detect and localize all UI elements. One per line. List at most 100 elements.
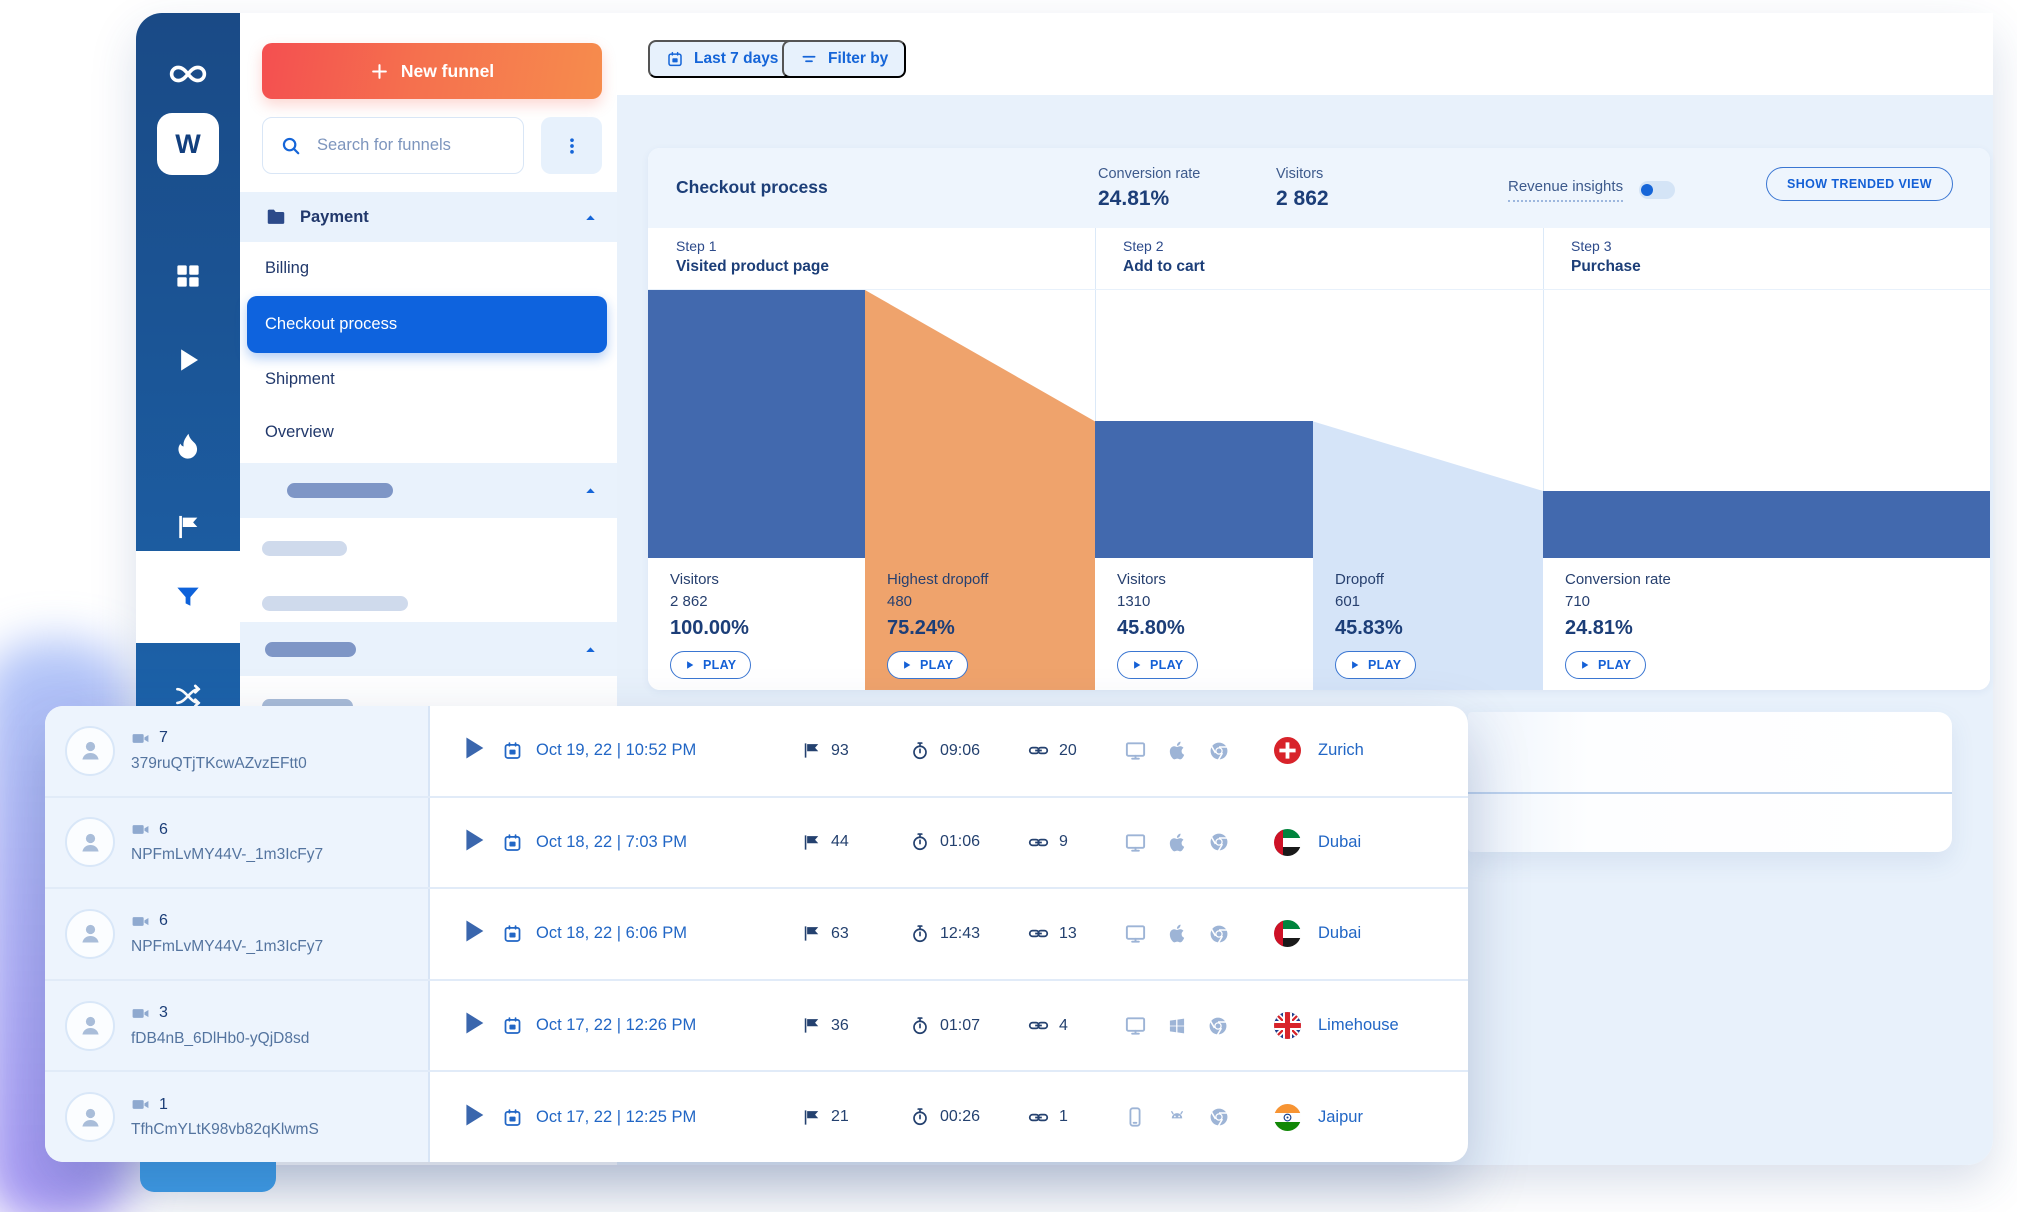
plus-icon [370, 62, 389, 81]
country-flag-uk [1274, 1012, 1301, 1040]
stat-value: 480 [887, 593, 913, 610]
session-row[interactable]: 6 NPFmLvMY44V-_1m3IcFy7 Oct 18, 22 | 7:03 … [45, 797, 1468, 890]
visitor-info: 7 379ruQTjTKcwAZvzEFtt0 [131, 729, 307, 773]
column-divider [1095, 228, 1096, 558]
play-conversion-button[interactable]: PLAY [1565, 651, 1647, 679]
funnel-item-overview[interactable]: Overview [240, 406, 617, 459]
dashboards-icon[interactable] [136, 261, 240, 291]
chevron-up-icon[interactable] [582, 641, 599, 658]
play-session-button[interactable] [430, 1009, 502, 1042]
session-date-cell: Oct 18, 22 | 6:06 PM [502, 923, 802, 944]
session-duration: 09:06 [940, 741, 981, 759]
play-session-button[interactable] [430, 917, 502, 950]
step-name: Purchase [1571, 258, 1641, 275]
play-session-button[interactable] [430, 826, 502, 859]
visitor-id: 379ruQTjTKcwAZvzEFtt0 [131, 754, 307, 772]
step-name: Visited product page [676, 258, 830, 275]
country-flag-uae [1274, 920, 1301, 948]
session-visitor-cell[interactable]: 6 NPFmLvMY44V-_1m3IcFy7 [45, 889, 430, 979]
videocam-icon [131, 1004, 150, 1023]
events-flag-icon[interactable] [136, 513, 240, 541]
play-session-button[interactable] [430, 734, 502, 767]
session-visitor-cell[interactable]: 1 TfhCmYLtK98vb82qKlwmS [45, 1072, 430, 1162]
link-icon [1028, 1015, 1049, 1036]
videocam-icon [131, 729, 150, 748]
visitor-info: 3 fDB4nB_6DlHb0-yQjD8sd [131, 1004, 309, 1048]
play-dropoff-1-button[interactable]: PLAY [887, 651, 969, 679]
funnels-nav-active[interactable] [136, 551, 240, 643]
recordings-value: 3 [159, 1004, 168, 1022]
device-icons [1124, 831, 1274, 854]
funnel-item-checkout-process-selected[interactable]: Checkout process [247, 296, 607, 353]
funnel-item-label: Billing [265, 259, 310, 277]
funnel-item-billing[interactable]: Billing [240, 242, 617, 295]
chevron-up-icon[interactable] [582, 482, 599, 499]
city-name: Dubai [1318, 832, 1362, 851]
play-step-2-button[interactable]: PLAY [1117, 651, 1199, 679]
background-session-card [1468, 712, 1952, 852]
session-visitor-cell[interactable]: 3 fDB4nB_6DlHb0-yQjD8sd [45, 980, 430, 1071]
session-row[interactable]: 3 fDB4nB_6DlHb0-yQjD8sd Oct 17, 22 | 12:26… [45, 980, 1468, 1073]
play-icon [460, 734, 488, 762]
pages-count-cell: 1 [1028, 1107, 1124, 1128]
person-icon [77, 829, 104, 856]
step-1-header: Step 1 Visited product page [648, 228, 1095, 290]
funnel-item-shipment[interactable]: Shipment [240, 353, 617, 406]
stopwatch-icon [910, 1016, 930, 1036]
show-trended-view-button[interactable]: SHOW TRENDED VIEW [1766, 167, 1953, 201]
session-visitor-cell[interactable]: 7 379ruQTjTKcwAZvzEFtt0 [45, 706, 430, 796]
play-icon [460, 826, 488, 854]
folder-payment[interactable]: Payment [240, 192, 617, 242]
session-duration-cell: 00:26 [910, 1107, 1028, 1127]
session-duration: 01:06 [940, 833, 981, 851]
date-range-button[interactable]: Last 7 days [648, 40, 797, 78]
session-visitor-cell[interactable]: 6 NPFmLvMY44V-_1m3IcFy7 [45, 797, 430, 888]
session-duration-cell: 01:06 [910, 832, 1028, 852]
stat-label: Dropoff [1335, 571, 1384, 588]
chrome-icon [1208, 831, 1230, 853]
session-row[interactable]: 6 NPFmLvMY44V-_1m3IcFy7 Oct 18, 22 | 6:06 … [45, 889, 1468, 981]
chrome-icon [1208, 740, 1230, 762]
heatmaps-flame-icon[interactable] [136, 431, 240, 460]
visitors-metric: Visitors 2 862 [1276, 166, 1329, 211]
windows-icon [1167, 1016, 1187, 1036]
link-icon [1028, 923, 1049, 944]
play-dropoff-2-button[interactable]: PLAY [1335, 651, 1417, 679]
journeys-icon[interactable] [136, 681, 240, 711]
session-row[interactable]: 1 TfhCmYLtK98vb82qKlwmS Oct 17, 22 | 12:25… [45, 1072, 1468, 1162]
session-date-cell: Oct 18, 22 | 7:03 PM [502, 832, 802, 853]
chrome-icon [1208, 923, 1230, 945]
videocam-icon [131, 1095, 150, 1114]
session-location: Zurich [1274, 737, 1468, 765]
chrome-icon [1207, 1015, 1229, 1037]
stat-value: 2 862 [670, 593, 708, 610]
calendar-icon [502, 740, 523, 761]
skeleton-pill [262, 596, 408, 611]
search-input[interactable] [315, 135, 519, 156]
folder-label: Payment [300, 207, 369, 226]
folder-skeleton-2[interactable] [240, 622, 617, 676]
filter-by-button[interactable]: Filter by [782, 40, 907, 78]
funnel-bar-step-3 [1543, 491, 1990, 558]
funnel-card-header: Checkout process Conversion rate 24.81% … [648, 148, 1990, 228]
chevron-up-icon[interactable] [582, 209, 599, 226]
workspace-button[interactable]: W [157, 113, 219, 175]
revenue-insights-toggle[interactable] [1639, 181, 1676, 199]
new-funnel-button[interactable]: New funnel [262, 43, 602, 99]
recordings-count: 3 [131, 1004, 309, 1023]
recordings-play-icon[interactable] [136, 345, 240, 375]
panel-more-button[interactable] [541, 117, 602, 174]
recordings-count: 6 [131, 820, 323, 839]
main-toolbar: Last 7 days Filter by [617, 13, 1993, 95]
session-date-cell: Oct 17, 22 | 12:25 PM [502, 1107, 802, 1128]
funnel-item-label: Overview [265, 423, 334, 441]
play-session-button[interactable] [430, 1101, 502, 1134]
infinity-logo-icon[interactable] [136, 61, 240, 87]
events-count-cell: 93 [802, 741, 910, 760]
folder-skeleton-1[interactable] [240, 463, 617, 518]
play-icon [460, 917, 488, 945]
pages-count-cell: 9 [1028, 832, 1124, 853]
session-date: Oct 18, 22 | 6:06 PM [536, 924, 688, 943]
session-row[interactable]: 7 379ruQTjTKcwAZvzEFtt0 Oct 19, 22 | 10:52… [45, 706, 1468, 798]
play-step-1-button[interactable]: PLAY [670, 651, 752, 679]
